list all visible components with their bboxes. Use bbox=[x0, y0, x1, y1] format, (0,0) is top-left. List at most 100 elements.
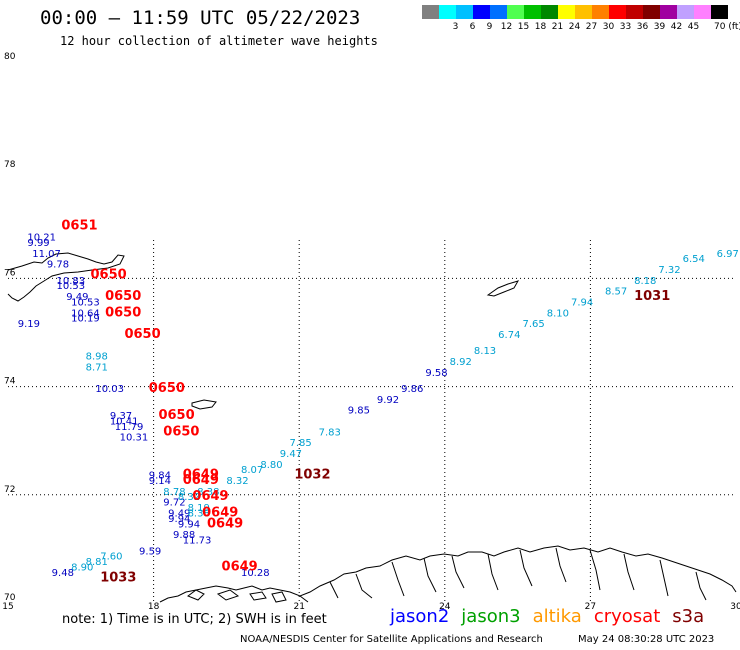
scale-label: 42 bbox=[670, 22, 683, 32]
scale-swatch bbox=[490, 5, 507, 19]
latitude-label: 78 bbox=[4, 160, 16, 170]
wave-point-jason2: 9.94 bbox=[178, 519, 200, 530]
wave-point-jason2: 9.49 bbox=[168, 508, 190, 519]
wave-point-jason2: 9.88 bbox=[173, 530, 195, 541]
wave-point-jason2: 9.94 bbox=[168, 514, 190, 525]
wave-point-jason2: 10.83 bbox=[57, 276, 86, 287]
wave-point-jason3: 7.60 bbox=[100, 552, 122, 563]
satellite-legend: jason2 jason3 altika cryosat s3a bbox=[390, 606, 716, 627]
svalbard-coastline bbox=[7, 252, 125, 302]
scale-swatch bbox=[541, 5, 558, 19]
wave-point-jason2: 9.86 bbox=[401, 384, 423, 395]
scale-label: 9 bbox=[486, 22, 493, 32]
scale-label: 3 bbox=[452, 22, 459, 32]
hopen-island-coastline bbox=[486, 280, 520, 297]
credit-text: NOAA/NESDIS Center for Satellite Applica… bbox=[240, 634, 543, 645]
scale-unit-label: 70 (ft) bbox=[714, 22, 740, 32]
wave-point-jason2: 9.58 bbox=[425, 368, 447, 379]
wave-point-jason3: 8.71 bbox=[86, 362, 108, 373]
wave-point-jason2: 9.99 bbox=[27, 238, 49, 249]
wave-point-jason2: 9.72 bbox=[163, 498, 185, 509]
wave-point-jason3: 8.32 bbox=[178, 492, 200, 503]
wave-point-jason2: 9.49 bbox=[66, 292, 88, 303]
latitude-label: 80 bbox=[4, 52, 16, 62]
legend-item-jason2: jason2 bbox=[390, 606, 450, 627]
note-text: note: 1) Time is in UTC; 2) SWH is in fe… bbox=[62, 612, 327, 627]
wave-point-jason2: 10.41 bbox=[110, 416, 139, 427]
wave-point-jason3: 7.85 bbox=[289, 438, 311, 449]
legend-item-cryosat: cryosat bbox=[593, 606, 661, 627]
wave-point-jason2: 9.19 bbox=[18, 319, 40, 330]
wave-point-jason3: 6.97 bbox=[717, 249, 739, 260]
wave-point-jason2: 11.07 bbox=[32, 249, 61, 260]
wave-point-jason3: 8.78 bbox=[163, 487, 185, 498]
wave-point-jason2: 10.21 bbox=[27, 233, 56, 244]
wave-point-cryosat: 0650 bbox=[163, 424, 199, 439]
scale-label: 45 bbox=[687, 22, 700, 32]
wave-point-jason2: 11.73 bbox=[183, 535, 212, 546]
legend-item-altika: altika bbox=[532, 606, 582, 627]
wave-point-cryosat: 0649 bbox=[183, 473, 219, 488]
wave-point-jason3: 8.18 bbox=[634, 276, 656, 287]
wave-point-jason2: 10.31 bbox=[120, 433, 149, 444]
longitude-label: 24 bbox=[439, 602, 451, 612]
map-frame bbox=[8, 62, 736, 603]
scale-swatch bbox=[575, 5, 592, 19]
wave-point-s3a: 1033 bbox=[100, 570, 136, 585]
wave-point-jason3: 7.94 bbox=[571, 297, 593, 308]
wave-point-cryosat: 0651 bbox=[61, 219, 97, 234]
wave-point-jason2: 10.64 bbox=[71, 308, 100, 319]
scale-swatch bbox=[643, 5, 660, 19]
scale-label: 12 bbox=[500, 22, 513, 32]
wave-point-cryosat: 0649 bbox=[222, 560, 258, 575]
page-title: 00:00 – 11:59 UTC 05/22/2023 bbox=[40, 7, 361, 29]
scale-swatch bbox=[626, 5, 643, 19]
wave-point-jason2: 9.92 bbox=[377, 395, 399, 406]
wave-point-jason3: 8.57 bbox=[605, 287, 627, 298]
wave-point-jason2: 10.53 bbox=[71, 297, 100, 308]
norway-islands bbox=[186, 589, 287, 603]
latitude-label: 76 bbox=[4, 268, 16, 278]
wave-point-jason3: 8.38 bbox=[188, 508, 210, 519]
latitude-label: 74 bbox=[4, 377, 16, 387]
wave-point-jason3: 8.81 bbox=[86, 557, 108, 568]
graticule bbox=[8, 240, 736, 603]
scale-swatch bbox=[609, 5, 626, 19]
scale-swatch bbox=[422, 5, 439, 19]
wave-point-jason3: 8.13 bbox=[474, 346, 496, 357]
scale-label: 21 bbox=[551, 22, 564, 32]
wave-point-cryosat: 0650 bbox=[91, 267, 127, 282]
scale-label: 18 bbox=[534, 22, 547, 32]
scale-label: 24 bbox=[568, 22, 581, 32]
wave-point-jason3: 8.38 bbox=[197, 487, 219, 498]
wave-point-jason3: 8.92 bbox=[450, 357, 472, 368]
wave-point-jason2: 9.48 bbox=[52, 568, 74, 579]
wave-point-jason2: 11.79 bbox=[115, 422, 144, 433]
scale-label: 36 bbox=[636, 22, 649, 32]
longitude-label: 15 bbox=[2, 602, 13, 612]
scale-swatch bbox=[694, 5, 711, 19]
wave-point-jason3: 8.07 bbox=[241, 465, 263, 476]
wave-point-jason3: 7.83 bbox=[319, 427, 341, 438]
scale-label: 39 bbox=[653, 22, 666, 32]
wave-point-jason2: 10.19 bbox=[71, 314, 100, 325]
wave-point-cryosat: 0650 bbox=[105, 289, 141, 304]
longitude-label: 27 bbox=[585, 602, 596, 612]
scale-swatch bbox=[677, 5, 694, 19]
wave-point-cryosat: 0650 bbox=[158, 408, 194, 423]
scale-label: 6 bbox=[469, 22, 476, 32]
wave-point-jason3: 6.74 bbox=[498, 330, 520, 341]
wave-point-jason3: 8.90 bbox=[71, 563, 93, 574]
scale-swatch bbox=[592, 5, 609, 19]
wave-point-cryosat: 0649 bbox=[183, 468, 219, 483]
page-subtitle: 12 hour collection of altimeter wave hei… bbox=[60, 34, 378, 48]
wave-point-jason2: 9.59 bbox=[139, 546, 161, 557]
wave-point-jason2: 10.03 bbox=[95, 384, 124, 395]
wave-point-jason3: 8.98 bbox=[86, 352, 108, 363]
wave-point-jason3: 6.54 bbox=[683, 254, 705, 265]
longitude-label: 30 bbox=[730, 602, 740, 612]
wave-point-jason2: 9.14 bbox=[149, 476, 171, 487]
wave-point-jason2: 10.53 bbox=[57, 281, 86, 292]
wave-point-jason3: 8.10 bbox=[547, 308, 569, 319]
